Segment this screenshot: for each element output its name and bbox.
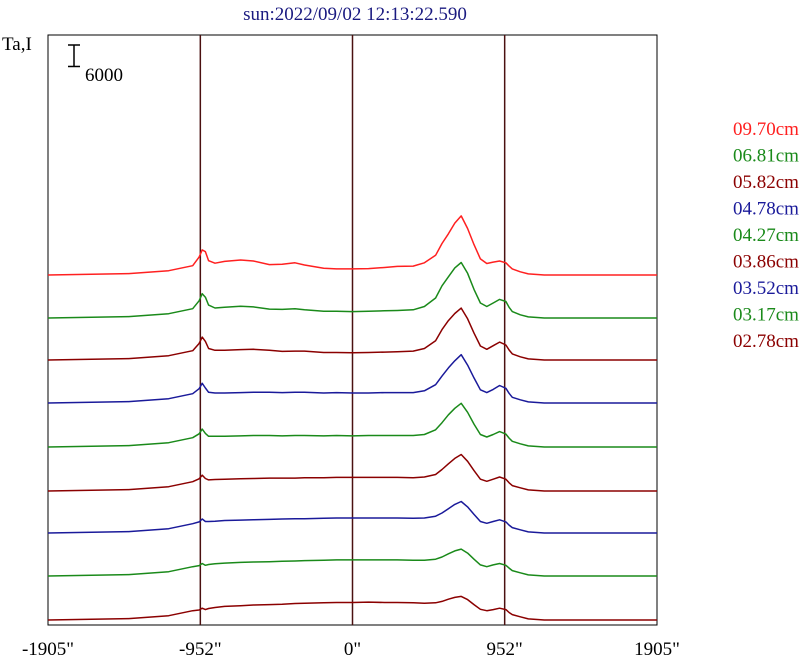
x-tick-label-1: -952"	[179, 639, 222, 660]
x-tick-label-0: -1905"	[22, 639, 74, 660]
legend-entry-3: 04.78cm	[733, 199, 799, 220]
legend-entry-2: 05.82cm	[733, 172, 799, 193]
legend-entry-8: 02.78cm	[733, 331, 799, 352]
legend-entry-0: 09.70cm	[733, 119, 799, 140]
scale-bar-label: 6000	[85, 65, 123, 86]
series-layer	[47, 215, 657, 621]
y-axis-label: Ta,I	[2, 34, 32, 55]
series-line-5	[47, 453, 657, 492]
series-line-8	[47, 595, 657, 621]
legend-entry-1: 06.81cm	[733, 146, 799, 167]
legend-entry-6: 03.52cm	[733, 278, 799, 299]
x-tick-label-4: 1905"	[634, 639, 680, 660]
legend-entry-7: 03.17cm	[733, 305, 799, 326]
x-tick-label-2: 0"	[344, 639, 361, 660]
series-line-2	[47, 307, 657, 361]
series-line-6	[47, 500, 657, 534]
series-line-3	[47, 353, 657, 404]
legend: 09.70cm 06.81cm 05.82cm 04.78cm 04.27cm 03.86…	[733, 119, 799, 352]
series-line-4	[47, 402, 657, 448]
x-tick-label-3: 952"	[487, 639, 523, 660]
series-line-1	[47, 261, 657, 319]
legend-entry-5: 03.86cm	[733, 252, 799, 273]
legend-entry-4: 04.27cm	[733, 225, 799, 246]
vertical-reference-lines	[199, 35, 506, 625]
scale-bar: 6000	[68, 44, 123, 86]
chart-title: sun:2022/09/02 12:13:22.590	[243, 4, 467, 25]
x-axis-ticks: -1905" -952" 0" 952" 1905"	[22, 639, 680, 660]
series-line-7	[47, 548, 657, 577]
series-line-0	[47, 215, 657, 276]
